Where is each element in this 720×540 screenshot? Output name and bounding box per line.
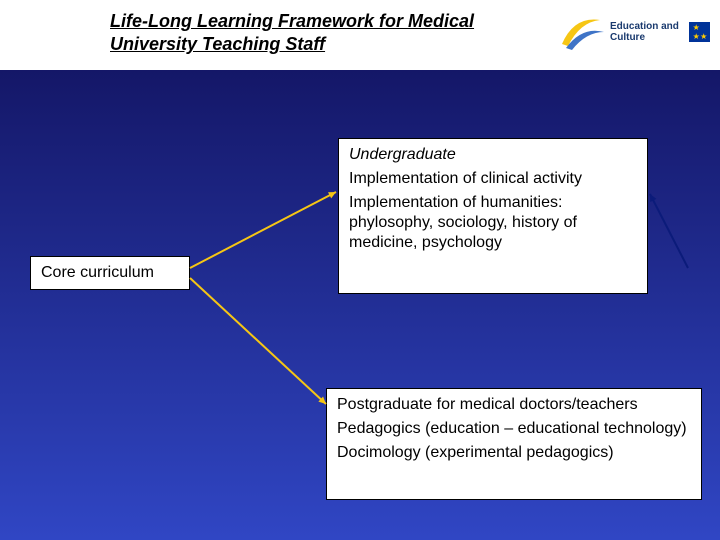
node-line: Docimology (experimental pedagogics) [337, 443, 691, 463]
slide-title: Life-Long Learning Framework for Medical… [110, 10, 490, 57]
node-line: Pedagogics (education – educational tech… [337, 419, 691, 439]
swoosh-icon [560, 12, 606, 52]
node-label: Core curriculum [41, 264, 154, 281]
node-heading: Undergraduate [349, 145, 637, 165]
node-line: Implementation of humanities: phylosophy… [349, 193, 637, 253]
node-core-curriculum: Core curriculum [30, 256, 190, 290]
logo-text: Education and Culture [610, 21, 685, 43]
node-line: Implementation of clinical activity [349, 169, 637, 189]
logo-education-culture: Education and Culture ★★ ★ [560, 6, 710, 58]
node-postgraduate: Postgraduate for medical doctors/teacher… [326, 388, 702, 500]
node-heading: Postgraduate for medical doctors/teacher… [337, 395, 691, 415]
eu-flag-icon: ★★ ★ [689, 22, 710, 42]
slide-root: Life-Long Learning Framework for Medical… [0, 0, 720, 540]
node-undergraduate: Undergraduate Implementation of clinical… [338, 138, 648, 294]
